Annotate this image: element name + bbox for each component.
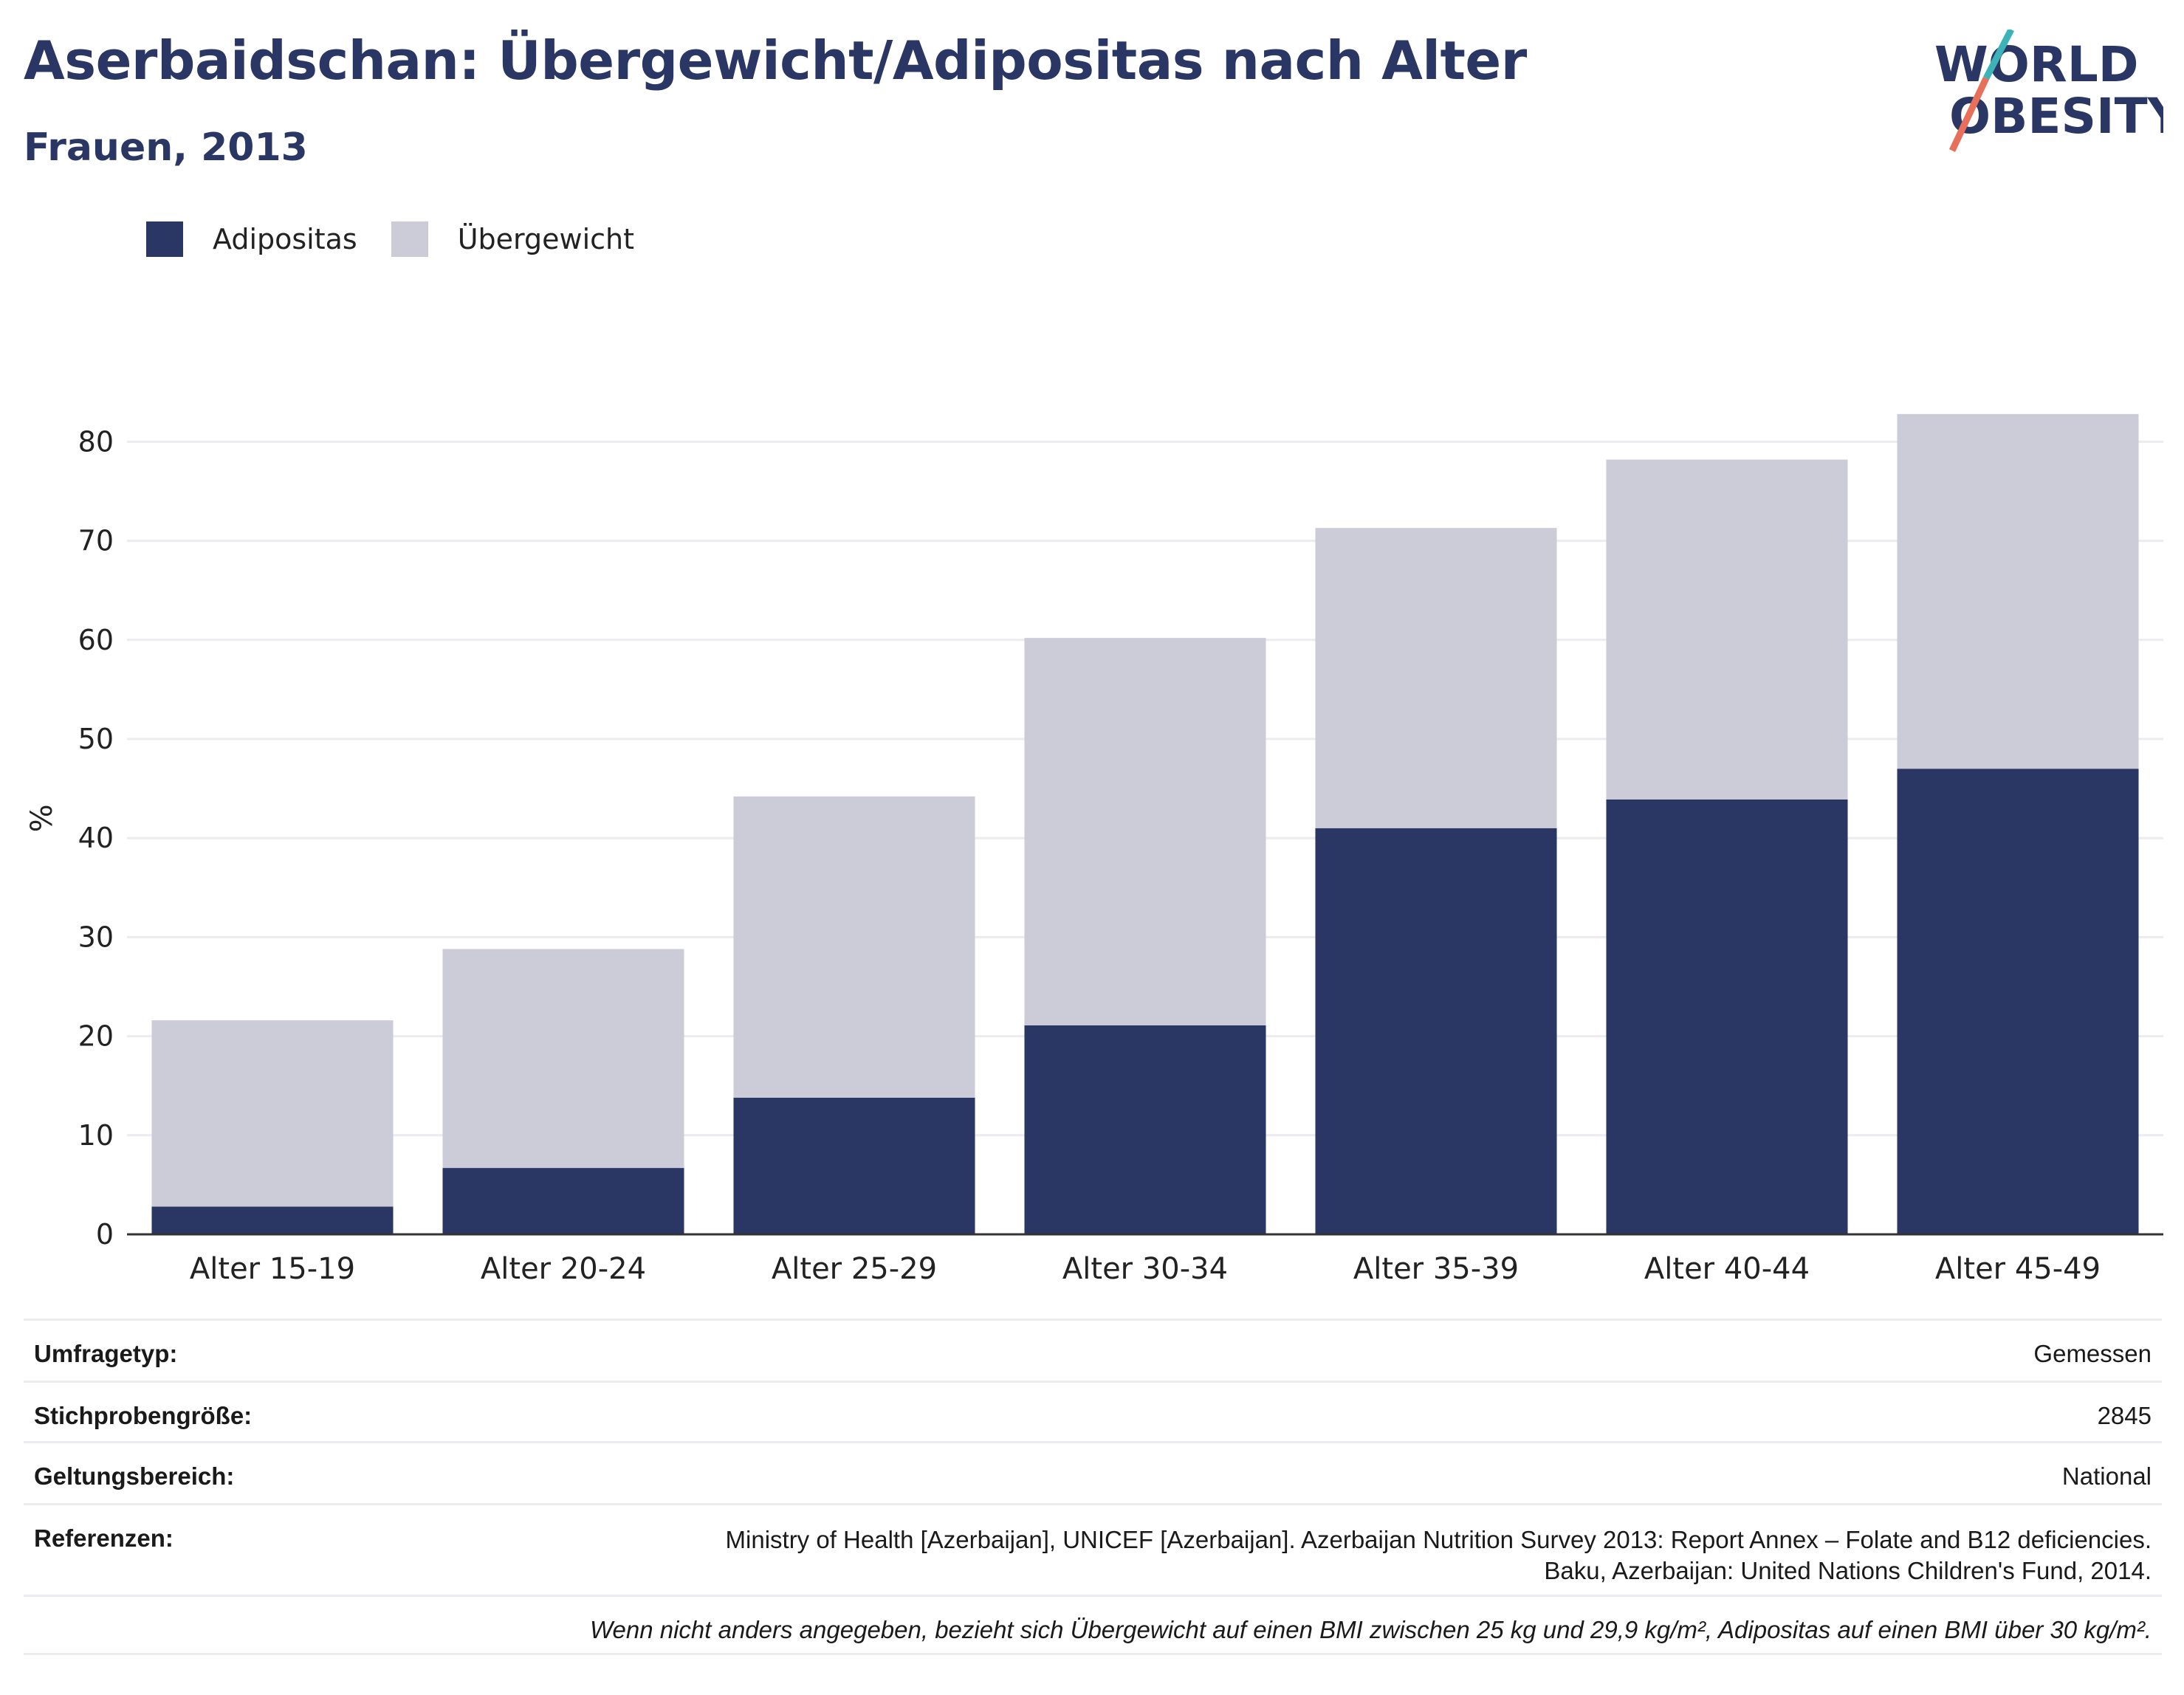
stacked-bar-chart: 0 10 20 30 40 50 60 70 80% Alter 15-19 Alter 20-24… [25,413,2163,1285]
bar-adipositas [733,1097,975,1234]
bar-adipositas [1315,828,1557,1234]
y-tick-label: 80 [78,425,114,458]
bar-adipositas [1897,769,2139,1234]
bar-uebergewicht [151,1020,394,1207]
bar-adipositas [1024,1025,1266,1234]
bar-uebergewicht [1315,528,1557,828]
bar-adipositas [1606,799,1848,1234]
info-key-sample-size: Stichprobengröße: [34,1402,253,1429]
world-obesity-logo: WORLD OBESITY [1934,30,2163,152]
reference-line-2: Baku, Azerbaijan: United Nations Childre… [1544,1557,2152,1584]
info-row-references: Referenzen: Ministry of Health [Azerbaij… [24,1503,2162,1595]
reference-line-1: Ministry of Health [Azerbaijan], UNICEF … [725,1526,2152,1553]
legend-item-uebergewicht: Übergewicht [391,221,634,257]
y-tick-label: 10 [78,1119,114,1152]
info-row-note: Wenn nicht anders angegeben, bezieht sic… [24,1595,2162,1655]
x-tick-label: Alter 45-49 [1935,1252,2101,1285]
definition-note: Wenn nicht anders angegeben, bezieht sic… [589,1616,2152,1643]
survey-info-table: Umfragetyp: Gemessen Stichprobengröße: 2… [24,1318,2162,1655]
info-value-sample-size: 2845 [2097,1402,2152,1429]
chart-legend: Adipositas Übergewicht [146,219,668,260]
x-tick-label: Alter 30-34 [1062,1252,1228,1285]
y-tick-label: 60 [78,624,114,656]
bar-uebergewicht [1606,459,1848,800]
chart-subtitle: Frauen, 2013 [24,126,308,170]
bar-uebergewicht [442,949,684,1169]
y-tick-label: 70 [78,525,114,557]
y-tick-label: 30 [78,921,114,953]
info-key-survey-type: Umfragetyp: [34,1340,178,1367]
info-row-survey-type: Umfragetyp: Gemessen [24,1318,2162,1381]
bar-uebergewicht [733,796,975,1098]
bar-adipositas [442,1168,684,1234]
info-key-references: Referenzen: [34,1524,174,1552]
info-value-scope: National [2061,1462,2152,1490]
bar-uebergewicht [1897,413,2139,769]
legend-item-adipositas: Adipositas [146,221,357,257]
y-tick-label: 50 [78,723,114,755]
info-key-scope: Geltungsbereich: [34,1462,235,1490]
info-row-sample-size: Stichprobengröße: 2845 [24,1381,2162,1441]
bar-adipositas [151,1206,394,1234]
logo-slash-top [1982,30,2015,80]
y-tick-label: 40 [78,822,114,854]
info-value-references: Ministry of Health [Azerbaijan], UNICEF … [726,1524,2152,1586]
x-tick-label: Alter 25-29 [772,1252,937,1285]
bar-uebergewicht [1024,638,1266,1025]
y-tick-label: 20 [78,1020,114,1053]
y-axis-label: % [25,804,59,832]
legend-swatch-uebergewicht [391,221,428,257]
logo-text-obesity: OBESITY [1949,88,2163,145]
x-tick-label: Alter 15-19 [190,1252,355,1285]
legend-swatch-adipositas [146,221,183,257]
info-row-scope: Geltungsbereich: National [24,1441,2162,1503]
chart-title: Aserbaidschan: Übergewicht/Adipositas na… [24,30,1527,92]
logo-text-world: WORLD [1934,36,2139,93]
x-tick-label: Alter 20-24 [481,1252,646,1285]
y-tick-label: 0 [96,1218,114,1251]
legend-label-uebergewicht: Übergewicht [457,223,634,255]
info-value-survey-type: Gemessen [2033,1340,2152,1367]
x-tick-label: Alter 35-39 [1353,1252,1519,1285]
legend-label-adipositas: Adipositas [213,223,357,255]
logo-slash-bottom [1948,77,1990,152]
x-tick-label: Alter 40-44 [1644,1252,1810,1285]
